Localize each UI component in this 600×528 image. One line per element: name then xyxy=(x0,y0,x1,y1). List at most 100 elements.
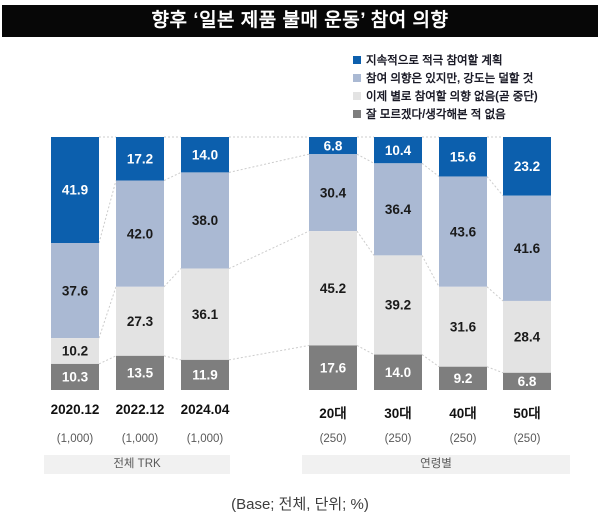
value-label: 41.9 xyxy=(62,183,88,198)
value-label: 15.6 xyxy=(450,149,477,164)
legend-item-label: 지속적으로 적극 참여할 계획 xyxy=(366,55,503,67)
category-label: 20대 xyxy=(319,406,347,421)
legend-item: 지속적으로 적극 참여할 계획 xyxy=(353,51,538,69)
value-label: 6.8 xyxy=(518,374,537,389)
bar-segment xyxy=(439,366,487,390)
bar-segment xyxy=(181,268,229,360)
legend-item: 참여 의향은 있지만, 강도는 덜할 것 xyxy=(353,69,538,87)
bar-segment xyxy=(503,372,551,390)
category-label: 30대 xyxy=(384,406,412,421)
legend-swatch-icon xyxy=(353,92,361,100)
bar-segment xyxy=(309,231,357,346)
bar-segment xyxy=(503,137,551,196)
bar-segment xyxy=(116,180,164,287)
connector-line xyxy=(163,171,182,181)
legend-swatch-icon xyxy=(353,110,361,118)
value-label: 30.4 xyxy=(320,185,347,200)
category-label: 50대 xyxy=(513,406,541,421)
legend-item-label: 참여 의향은 있지만, 강도는 덜할 것 xyxy=(366,73,534,85)
connector-line xyxy=(98,180,117,244)
legend-item: 잘 모르겠다/생각해본 적 없음 xyxy=(353,105,538,123)
base-count-label: (250) xyxy=(384,433,412,445)
base-count-label: (1,000) xyxy=(121,433,159,445)
legend-item: 이제 별로 참여할 의향 없음(곧 중단) xyxy=(353,87,538,105)
category-label: 2024.04 xyxy=(180,402,230,417)
bar-segment xyxy=(181,359,229,390)
value-label: 17.6 xyxy=(320,360,347,375)
bar-segment xyxy=(116,137,164,181)
bar-segment xyxy=(309,137,357,155)
value-label: 27.3 xyxy=(127,314,154,329)
value-label: 23.2 xyxy=(514,159,540,174)
bar-segment xyxy=(51,243,99,339)
category-label: 2022.12 xyxy=(115,402,165,417)
page-title: 향후 ‘일본 제품 불매 운동’ 참여 의향 xyxy=(2,5,598,37)
connector-line xyxy=(421,162,440,177)
bar-segment xyxy=(503,300,551,373)
base-count-label: (250) xyxy=(449,433,477,445)
connector-line xyxy=(421,255,440,288)
base-count-label: (1,000) xyxy=(56,433,94,445)
connector-line xyxy=(228,153,310,173)
bar-segment xyxy=(503,195,551,301)
bar-segment xyxy=(116,355,164,390)
group-label-total-trk: 전체 TRK xyxy=(44,455,230,474)
value-label: 17.2 xyxy=(127,152,153,167)
legend-item-label: 잘 모르겠다/생각해본 적 없음 xyxy=(366,109,506,121)
base-count-label: (250) xyxy=(513,433,541,445)
connector-line xyxy=(98,286,117,339)
legend-item-label: 이제 별로 참여할 의향 없음(곧 중단) xyxy=(366,91,538,103)
connector-line xyxy=(486,366,504,374)
value-label: 28.4 xyxy=(514,330,541,345)
value-label: 45.2 xyxy=(320,281,346,296)
value-label: 9.2 xyxy=(454,371,473,386)
connector-line xyxy=(163,355,182,361)
value-label: 14.0 xyxy=(192,147,218,162)
value-label: 41.6 xyxy=(514,241,541,256)
connector-line xyxy=(356,153,375,164)
value-label: 38.0 xyxy=(192,213,218,228)
value-label: 36.1 xyxy=(192,307,219,322)
value-label: 6.8 xyxy=(324,138,343,153)
value-label: 13.5 xyxy=(127,366,154,381)
base-count-label: (1,000) xyxy=(186,433,224,445)
connector-line xyxy=(228,230,310,270)
value-label: 37.6 xyxy=(62,283,89,298)
value-label: 10.3 xyxy=(62,370,89,385)
group-label-age: 연령별 xyxy=(302,455,570,474)
value-label: 14.0 xyxy=(385,365,411,380)
bar-segment xyxy=(374,137,422,164)
connector-line xyxy=(486,286,504,302)
category-label: 40대 xyxy=(449,406,477,421)
connector-line xyxy=(356,230,375,256)
bar-segment xyxy=(439,176,487,287)
bar-segment xyxy=(51,363,99,390)
value-label: 36.4 xyxy=(385,202,412,217)
bar-segment xyxy=(374,255,422,355)
connector-line xyxy=(486,176,504,197)
bar-segment xyxy=(116,286,164,356)
value-label: 42.0 xyxy=(127,226,153,241)
bar-segment xyxy=(51,338,99,364)
bar-segment xyxy=(51,137,99,244)
value-label: 39.2 xyxy=(385,298,411,313)
bar-segment xyxy=(374,163,422,256)
legend-swatch-icon xyxy=(353,74,361,82)
legend-swatch-icon xyxy=(353,56,361,64)
bar-segment xyxy=(374,354,422,390)
value-label: 10.4 xyxy=(385,143,412,158)
connector-line xyxy=(421,354,440,368)
bar-segment xyxy=(181,137,229,173)
bar-segment xyxy=(439,286,487,367)
connector-line xyxy=(163,268,182,288)
bar-segment xyxy=(439,137,487,177)
base-note: (Base; 전체, 단위; %) xyxy=(231,496,369,513)
connector-line xyxy=(98,355,117,365)
bar-segment xyxy=(309,345,357,390)
base-count-label: (250) xyxy=(319,433,347,445)
connector-line xyxy=(356,345,375,356)
bar-segment xyxy=(181,172,229,269)
